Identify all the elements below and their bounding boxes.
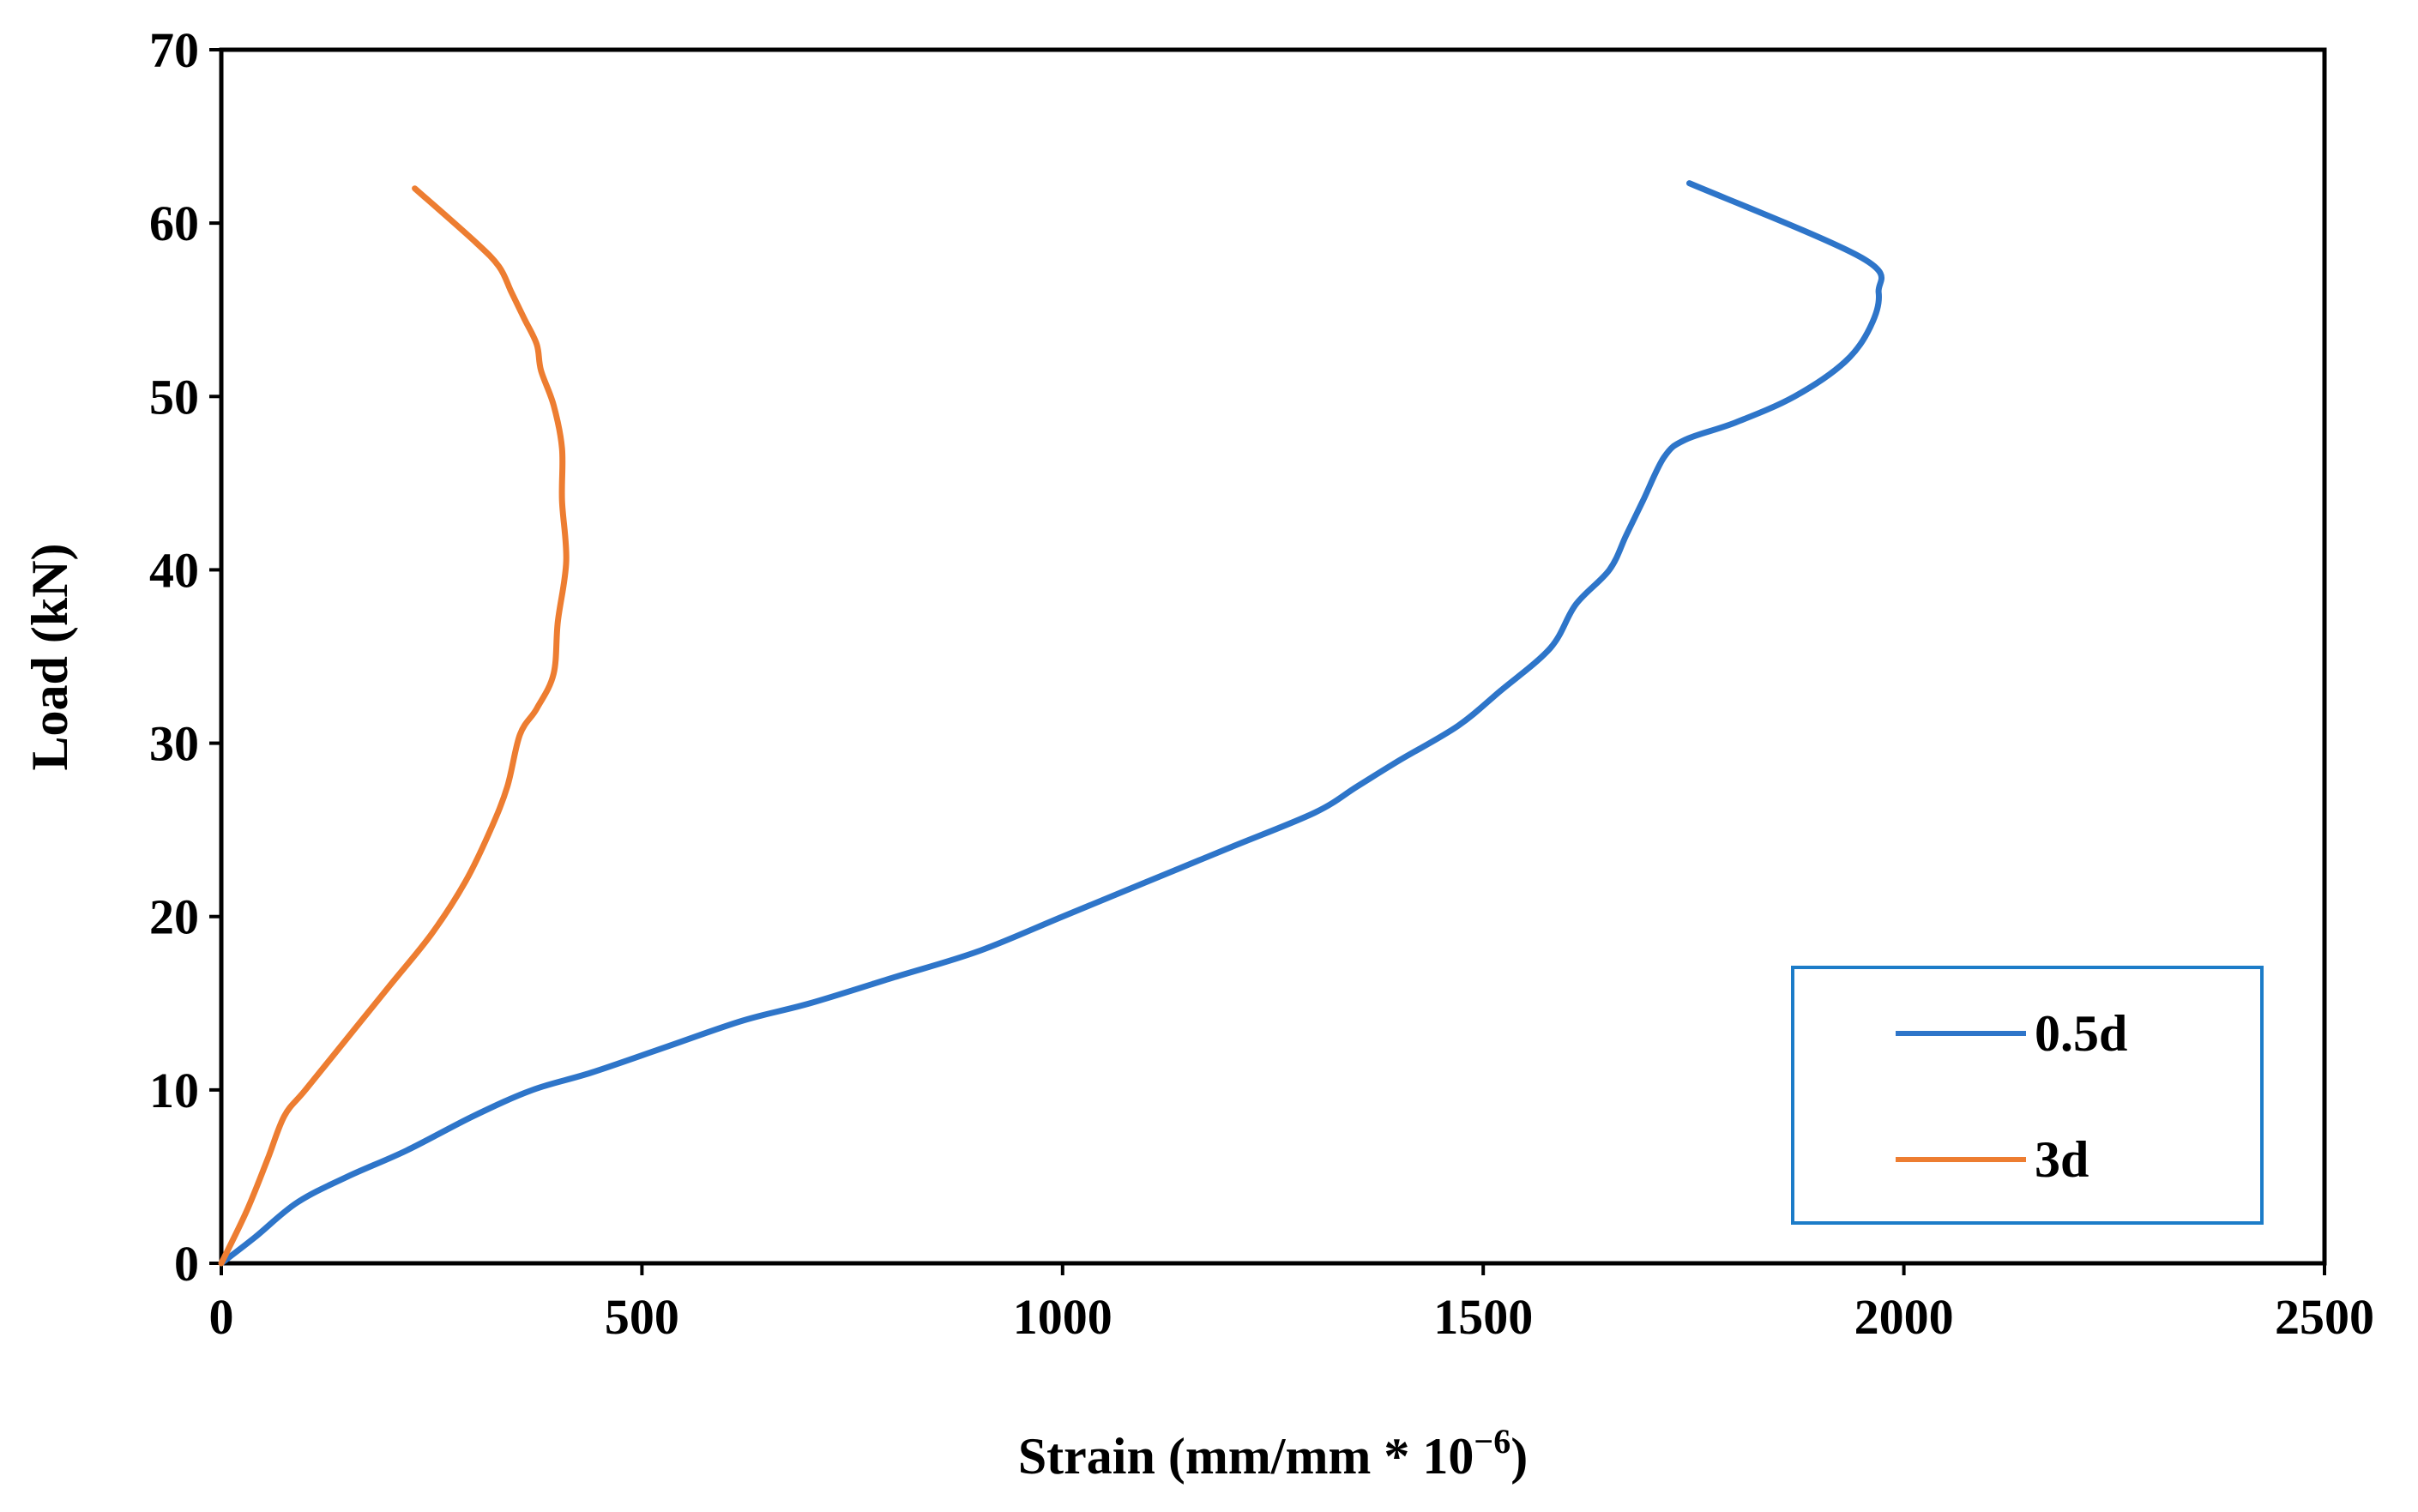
legend-label-3d: 3d [2035,1131,2089,1188]
legend: 0.5d 3d [1791,966,2264,1225]
x-tick-label: 1000 [1013,1289,1113,1345]
y-tick-label: 30 [149,716,199,772]
x-axis-ticks: 0 500 1000 1500 2000 2500 [209,1263,2374,1345]
series-layer [218,180,1884,1267]
x-tick-label: 1500 [1433,1289,1533,1345]
x-tick-label: 2000 [1854,1289,1954,1345]
y-tick-label: 50 [149,369,199,425]
x-axis-title: Strain (mm/mm * 10−6) [1018,1422,1528,1485]
legend-box [1791,966,2264,1225]
y-tick-label: 70 [149,22,199,78]
x-tick-label: 0 [209,1289,234,1345]
series-line-3d [218,185,570,1267]
y-tick-label: 20 [149,889,199,945]
x-tick-label: 500 [605,1289,679,1345]
legend-label-0-5d: 0.5d [2035,1005,2127,1062]
x-axis-title-close: ) [1510,1428,1528,1485]
series-line-0-5d [218,180,1884,1267]
y-tick-label: 10 [149,1063,199,1118]
x-axis-title-main: Strain (mm/mm * 10 [1018,1428,1474,1485]
y-axis-ticks: 0 10 20 30 40 50 60 70 [149,22,221,1292]
y-tick-label: 40 [149,542,199,598]
y-tick-label: 60 [149,196,199,251]
y-axis-title: Load (kN) [21,543,78,770]
plot-area-frame [219,47,2327,1266]
x-tick-label: 2500 [2275,1289,2374,1345]
y-tick-label: 0 [174,1236,199,1292]
x-axis-title-exponent: −6 [1474,1422,1510,1461]
